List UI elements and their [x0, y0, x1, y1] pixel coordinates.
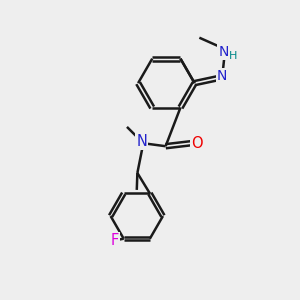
Text: N: N — [218, 45, 229, 58]
Text: F: F — [111, 233, 119, 248]
Text: H: H — [229, 51, 238, 61]
Text: O: O — [192, 136, 203, 151]
Text: N: N — [136, 134, 147, 149]
Text: N: N — [217, 69, 227, 83]
